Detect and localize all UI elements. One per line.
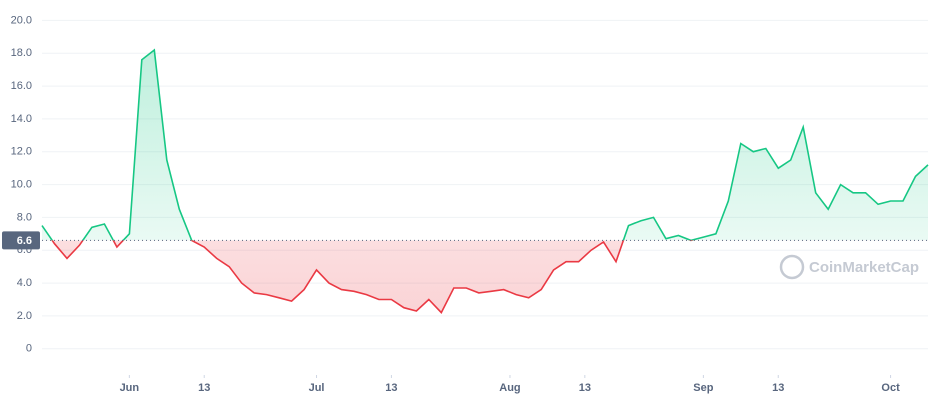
watermark-text: CoinMarketCap xyxy=(809,259,919,276)
watermark: CoinMarketCap xyxy=(779,254,919,280)
x-tick-label: Oct xyxy=(881,382,900,394)
baseline-label: 6.6 xyxy=(17,235,32,247)
area-down xyxy=(52,240,691,313)
y-tick-label: 20.0 xyxy=(11,14,32,26)
y-tick-label: 12.0 xyxy=(11,146,32,158)
x-tick-label: 13 xyxy=(579,382,591,394)
x-tick-label: Sep xyxy=(693,382,713,394)
x-tick-label: 13 xyxy=(198,382,210,394)
y-tick-label: 4.0 xyxy=(17,277,32,289)
y-tick-label: 18.0 xyxy=(11,47,32,59)
y-tick-label: 10.0 xyxy=(11,178,32,190)
x-tick-label: 13 xyxy=(385,382,397,394)
price-line-up xyxy=(41,48,929,241)
x-tick-label: 13 xyxy=(772,382,784,394)
y-tick-label: 8.0 xyxy=(17,211,32,223)
y-tick-label: 2.0 xyxy=(17,310,32,322)
x-tick-label: Jun xyxy=(120,382,140,394)
baseline-label-box xyxy=(2,231,40,250)
x-tick-label: Jul xyxy=(309,382,325,394)
price-line-down xyxy=(51,240,695,314)
y-tick-label: 14.0 xyxy=(11,113,32,125)
y-tick-label: 16.0 xyxy=(11,80,32,92)
x-tick-label: Aug xyxy=(499,382,520,394)
y-tick-label: 0 xyxy=(26,343,32,355)
